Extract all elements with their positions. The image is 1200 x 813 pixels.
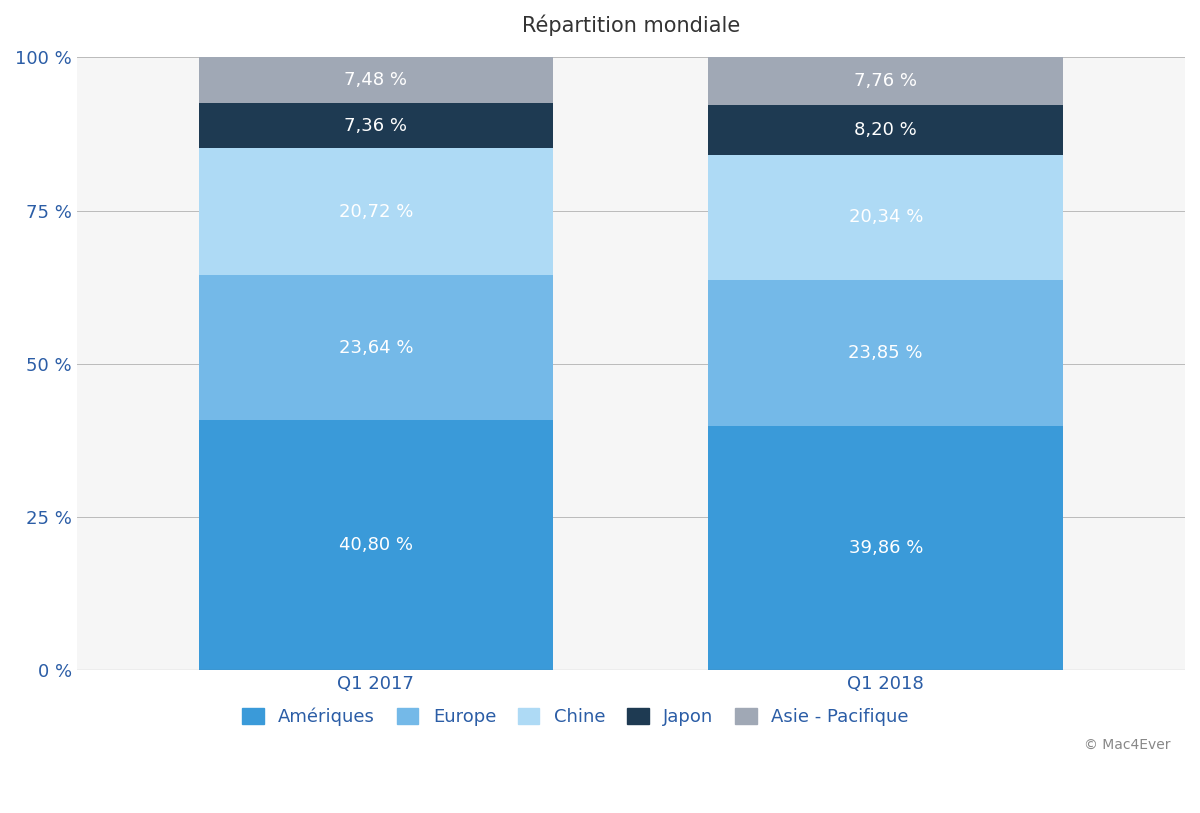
Bar — [198, 58, 553, 670]
Text: 7,36 %: 7,36 % — [344, 117, 407, 135]
Bar — [708, 58, 1063, 105]
Bar — [708, 280, 1063, 426]
Bar — [553, 58, 708, 670]
Bar — [708, 155, 1063, 280]
Text: 8,20 %: 8,20 % — [854, 121, 917, 139]
Bar — [198, 149, 553, 276]
Title: Répartition mondiale: Répartition mondiale — [522, 15, 740, 37]
Bar — [1063, 58, 1186, 670]
Bar — [77, 58, 198, 670]
Bar — [198, 103, 553, 149]
Legend: Amériques, Europe, Chine, Japon, Asie - Pacifique: Amériques, Europe, Chine, Japon, Asie - … — [236, 702, 914, 732]
Bar — [198, 58, 553, 103]
Bar — [708, 58, 1063, 670]
Text: © Mac4Ever: © Mac4Ever — [1084, 738, 1170, 752]
Text: 40,80 %: 40,80 % — [338, 536, 413, 554]
Text: 20,34 %: 20,34 % — [848, 208, 923, 227]
Text: 7,76 %: 7,76 % — [854, 72, 917, 90]
Bar — [708, 105, 1063, 155]
Text: 23,85 %: 23,85 % — [848, 344, 923, 362]
Text: 23,64 %: 23,64 % — [338, 339, 413, 357]
Bar — [198, 276, 553, 420]
Bar — [708, 426, 1063, 670]
Text: 7,48 %: 7,48 % — [344, 72, 407, 89]
Text: 20,72 %: 20,72 % — [338, 203, 413, 221]
Bar — [198, 420, 553, 670]
Text: 39,86 %: 39,86 % — [848, 539, 923, 557]
